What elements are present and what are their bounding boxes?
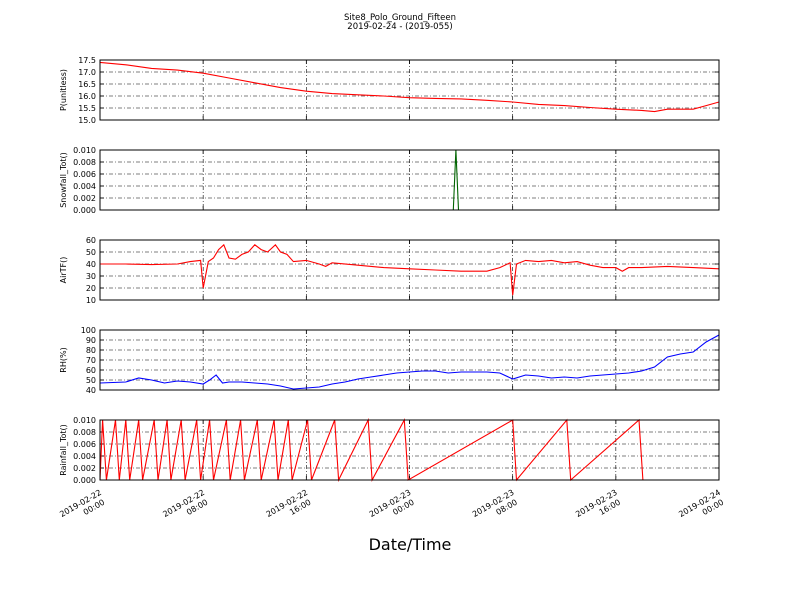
y-tick-label: 50	[86, 376, 96, 385]
series-line-4	[99, 334, 720, 390]
panels-group: 15.0 15.5 16.0 16.5 17.0 17.5 P(unitless) 0.000…	[59, 56, 720, 485]
y-tick-label: 90	[86, 336, 96, 345]
y-tick-label: 60	[86, 236, 96, 245]
y-tick-label: 0.008	[73, 158, 96, 167]
x-tick-label: 2019-02-2400:00	[677, 488, 727, 528]
y-tick-label: 0.004	[73, 452, 96, 461]
panel-frame	[99, 419, 720, 481]
y-tick-label: 0.010	[73, 146, 96, 155]
y-tick-label: 17.0	[78, 68, 96, 77]
y-tick-label: 16.0	[78, 92, 96, 101]
panel-frame	[99, 149, 720, 211]
panel-frame	[99, 329, 720, 391]
series-line-5	[99, 417, 719, 483]
y-tick-label: 15.0	[78, 116, 96, 125]
panel-frame	[99, 239, 720, 301]
y-tick-label: 0.002	[73, 194, 96, 203]
y-tick-label: 0.000	[73, 476, 96, 485]
x-tick-label: 2019-02-2208:00	[161, 488, 211, 528]
panel-5: 0.000 0.002 0.004 0.006 0.008 0.010 Rainfall_T…	[59, 416, 720, 485]
y-tick-label: 0.002	[73, 464, 96, 473]
y-tick-label: 16.5	[78, 80, 96, 89]
panel-3: 10 20 30 40 50 60 AirTF()	[59, 236, 720, 305]
y-axis-label: Snowfall_Tot()	[59, 152, 68, 208]
chart-title: Site8_Polo_Ground_Fifteen	[344, 13, 456, 23]
y-tick-label: 20	[86, 284, 96, 293]
y-tick-label: 0.006	[73, 440, 96, 449]
x-tick-labels: 2019-02-2200:00 2019-02-2208:00 2019-02-22…	[58, 488, 727, 528]
y-tick-label: 50	[86, 248, 96, 257]
y-tick-label: 0.004	[73, 182, 96, 191]
y-axis-label: AirTF()	[59, 257, 68, 284]
y-tick-label: 0.008	[73, 428, 96, 437]
y-tick-label: 40	[86, 386, 96, 395]
panel-1: 15.0 15.5 16.0 16.5 17.0 17.5 P(unitless)	[59, 56, 720, 125]
y-tick-label: 30	[86, 272, 96, 281]
series-line-3	[100, 243, 720, 296]
series-line-1	[99, 61, 720, 113]
y-tick-label: 15.5	[78, 104, 96, 113]
x-tick-label: 2019-02-2200:00	[58, 488, 108, 528]
panel-2: 0.000 0.002 0.004 0.006 0.008 0.010 Snowfall_T…	[59, 146, 720, 215]
x-axis-label: Date/Time	[369, 535, 452, 554]
y-tick-label: 70	[86, 356, 96, 365]
y-tick-label: 80	[86, 346, 96, 355]
x-tick-label: 2019-02-2308:00	[471, 488, 521, 528]
y-tick-label: 40	[86, 260, 96, 269]
y-axis-label: P(unitless)	[59, 69, 68, 111]
y-tick-label: 0.000	[73, 206, 96, 215]
y-tick-label: 60	[86, 366, 96, 375]
x-tick-label: 2019-02-2300:00	[368, 488, 418, 528]
panel-frame	[99, 59, 720, 121]
y-tick-label: 0.010	[73, 416, 96, 425]
y-tick-label: 10	[86, 296, 96, 305]
x-tick-label: 2019-02-2216:00	[265, 488, 315, 528]
x-tick-label: 2019-02-2316:00	[574, 488, 624, 528]
y-tick-label: 17.5	[78, 56, 96, 65]
y-tick-label: 0.006	[73, 170, 96, 179]
chart-subtitle: 2019-02-24 - (2019-055)	[347, 22, 452, 32]
y-axis-label: Rainfall_Tot()	[59, 424, 68, 476]
y-axis-label: RH(%)	[59, 347, 68, 372]
y-tick-label: 100	[81, 326, 96, 335]
